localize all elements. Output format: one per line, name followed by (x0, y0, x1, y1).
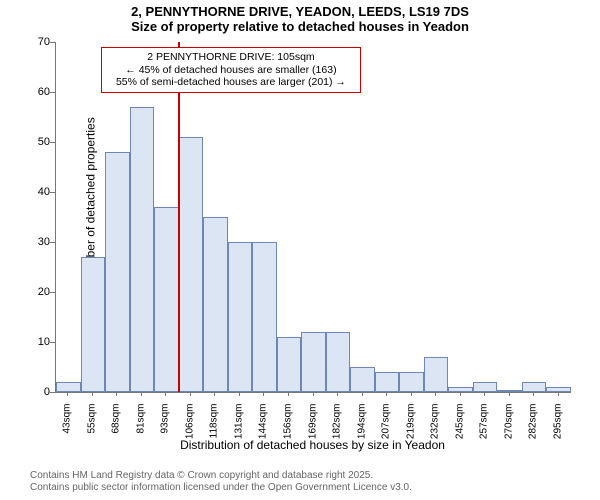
footer-line1: Contains HM Land Registry data © Crown c… (30, 470, 412, 482)
histogram-bar (228, 242, 253, 392)
histogram-bar (326, 332, 351, 392)
marker-line (178, 42, 180, 392)
y-tick-label: 30 (0, 236, 50, 248)
callout-line: 2 PENNYTHORNE DRIVE: 105sqm (108, 51, 354, 64)
y-tick-label: 20 (0, 286, 50, 298)
footer-attribution: Contains HM Land Registry data © Crown c… (30, 470, 412, 494)
histogram-bar (130, 107, 155, 392)
x-axis-ticks: 43sqm55sqm68sqm81sqm93sqm106sqm118sqm131… (55, 394, 570, 438)
histogram-bar (56, 382, 81, 392)
histogram-bar (154, 207, 179, 392)
histogram-bar (179, 137, 204, 392)
y-tick-label: 0 (0, 386, 50, 398)
chart-title-line1: 2, PENNYTHORNE DRIVE, YEADON, LEEDS, LS1… (0, 0, 600, 19)
histogram-bar (301, 332, 326, 392)
plot-area: 2 PENNYTHORNE DRIVE: 105sqm← 45% of deta… (55, 42, 571, 393)
y-tick-label: 50 (0, 136, 50, 148)
footer-line2: Contains public sector information licen… (30, 482, 412, 494)
y-tick-label: 70 (0, 36, 50, 48)
histogram-bar (105, 152, 130, 392)
histogram-bar (203, 217, 228, 392)
y-tick-label: 10 (0, 336, 50, 348)
chart-container: 2, PENNYTHORNE DRIVE, YEADON, LEEDS, LS1… (0, 0, 600, 500)
histogram-bar (522, 382, 547, 392)
callout-box: 2 PENNYTHORNE DRIVE: 105sqm← 45% of deta… (101, 47, 361, 93)
y-tick-label: 60 (0, 86, 50, 98)
histogram-bar (473, 382, 498, 392)
histogram-bar (375, 372, 400, 392)
chart-title-line2: Size of property relative to detached ho… (0, 19, 600, 34)
histogram-bar (81, 257, 106, 392)
histogram-bar (399, 372, 424, 392)
callout-line: 55% of semi-detached houses are larger (… (108, 76, 354, 89)
callout-line: ← 45% of detached houses are smaller (16… (108, 64, 354, 77)
histogram-bar (277, 337, 302, 392)
y-tick-label: 40 (0, 186, 50, 198)
x-axis-label: Distribution of detached houses by size … (55, 438, 570, 452)
histogram-bar (424, 357, 449, 392)
histogram-bar (350, 367, 375, 392)
histogram-bar (252, 242, 277, 392)
